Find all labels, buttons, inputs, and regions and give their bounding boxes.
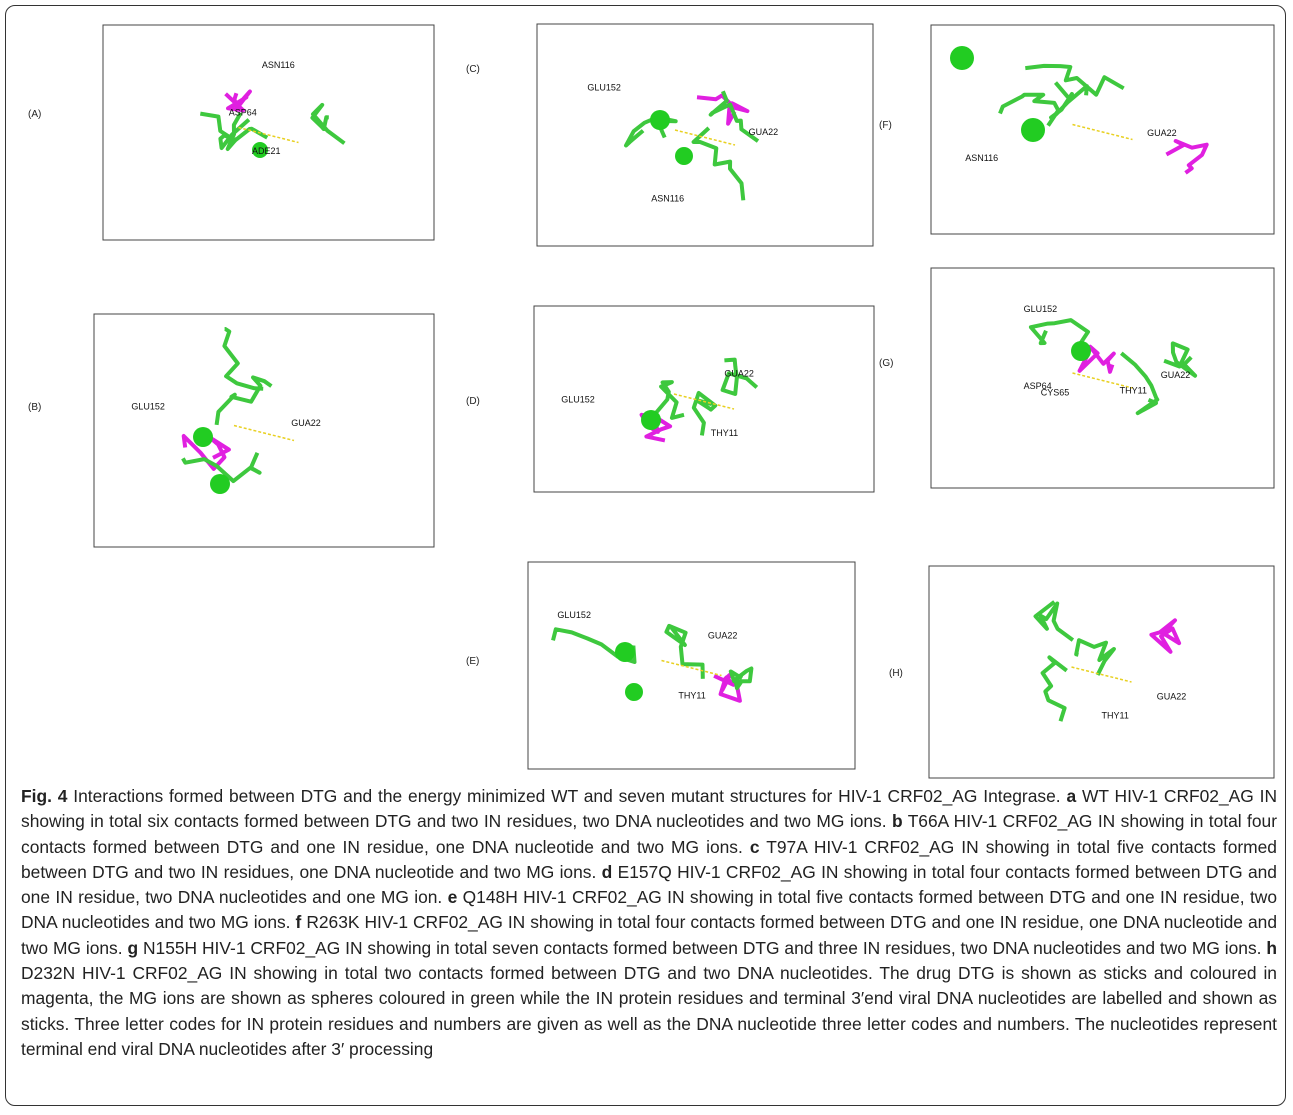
residue-label: GUA22 xyxy=(1161,370,1191,380)
panel-box xyxy=(929,566,1274,778)
panel-label: (G) xyxy=(879,358,893,369)
panel: (B) GLU152 GUA22 xyxy=(28,314,434,547)
mg-ion xyxy=(1021,118,1045,142)
residue-label: GLU152 xyxy=(1024,304,1058,314)
panel-label: (C) xyxy=(466,64,480,75)
page: {"panels": [ {"label": "(A)", "residues"… xyxy=(0,0,1293,1115)
mg-ion xyxy=(1071,341,1091,361)
panel-label: (D) xyxy=(466,396,480,407)
mg-ion xyxy=(641,410,661,430)
mg-ion xyxy=(193,427,213,447)
residue-label: ASN116 xyxy=(651,194,684,204)
panel-box xyxy=(537,24,873,246)
panel-box xyxy=(931,268,1274,488)
residue-label: ADE21 xyxy=(252,146,281,156)
mg-ion xyxy=(950,46,974,70)
caption-letter: d xyxy=(602,862,613,882)
residue-label: GLU152 xyxy=(587,83,621,93)
residue-label: CYS65 xyxy=(1041,388,1070,398)
panel-label: (B) xyxy=(28,402,41,413)
panel-box xyxy=(94,314,434,547)
panel-label: (A) xyxy=(28,109,41,120)
mg-ion xyxy=(615,642,635,662)
residue-label: ASN116 xyxy=(262,60,295,70)
residue-label: THY11 xyxy=(678,691,705,701)
mg-ion xyxy=(650,110,670,130)
caption-letter: a xyxy=(1066,786,1076,806)
mg-ion xyxy=(210,474,230,494)
panel: (D) GLU152 GUA22 THY11 xyxy=(466,306,874,492)
panel-box xyxy=(103,25,434,240)
residue-label: GUA22 xyxy=(749,127,779,137)
panel: (C) GLU152 GUA22 ASN116 xyxy=(466,24,873,246)
caption-letter: b xyxy=(892,811,903,831)
panel: (E) GLU152 GUA22 THY11 xyxy=(466,562,855,769)
caption-letter: c xyxy=(750,837,760,857)
residue-label: GUA22 xyxy=(1157,692,1187,702)
panel: (H) GUA22 THY11 xyxy=(889,566,1274,778)
residue-label: THY11 xyxy=(1102,711,1129,721)
panel: (F) ASN116 GUA22 xyxy=(879,25,1274,234)
residue-label: GLU152 xyxy=(131,402,165,412)
caption-intro: Interactions formed between DTG and the … xyxy=(73,786,1060,806)
figure-panels: (A) ASN116 ASP64 ADE21 (B) GLU152 GUA22 (C) GLU1… xyxy=(0,0,1293,780)
residue-label: GUA22 xyxy=(291,418,321,428)
caption-letter: e xyxy=(448,887,458,907)
residue-label: GUA22 xyxy=(1147,128,1177,138)
residue-label: GUA22 xyxy=(708,631,738,641)
caption-text: N155H HIV-1 CRF02_AG IN showing in total… xyxy=(143,938,1261,958)
residue-label: THY11 xyxy=(711,428,738,438)
residue-label: GLU152 xyxy=(561,395,595,405)
residue-label: ASP64 xyxy=(229,107,257,117)
residue-label: THY11 xyxy=(1120,385,1147,395)
mg-ion xyxy=(625,683,643,701)
mg-ion xyxy=(675,147,693,165)
residue-label: GLU152 xyxy=(557,610,591,620)
residue-label: GUA22 xyxy=(724,369,754,379)
panel: (A) ASN116 ASP64 ADE21 xyxy=(28,25,434,240)
panel-label: (F) xyxy=(879,120,892,131)
caption-letter: f xyxy=(296,912,302,932)
residue-label: ASN116 xyxy=(965,153,998,163)
caption-text: D232N HIV-1 CRF02_AG IN showing in total… xyxy=(21,963,873,983)
panel-label: (H) xyxy=(889,668,903,679)
caption-letter: h xyxy=(1266,938,1277,958)
figure-caption: Fig. 4 Interactions formed between DTG a… xyxy=(21,784,1277,1062)
caption-letter: g xyxy=(127,938,138,958)
caption-label: Fig. 4 xyxy=(21,786,67,806)
panel-label: (E) xyxy=(466,656,479,667)
panel-box xyxy=(931,25,1274,234)
